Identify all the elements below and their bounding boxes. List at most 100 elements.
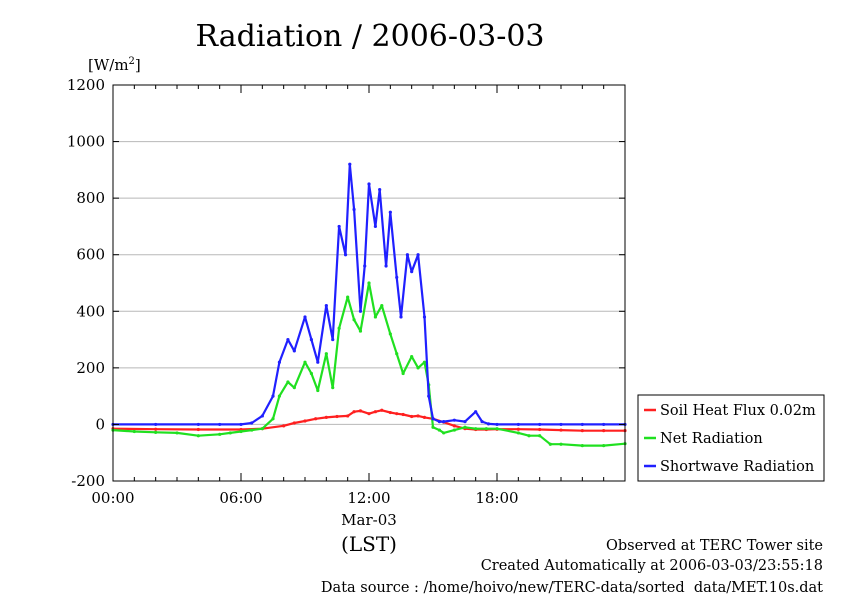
x-unit-label: (LST) [341, 532, 397, 556]
series-point [442, 431, 446, 435]
series-point [286, 337, 290, 342]
y-axis-unit-label: [W/m2] [88, 56, 141, 74]
series-point [309, 337, 313, 342]
series-point [324, 304, 328, 308]
y-tick-label: 800 [76, 189, 105, 207]
series-point [250, 428, 254, 432]
series-point [538, 434, 542, 438]
series-point [352, 318, 356, 322]
legend-label-0: Soil Heat Flux 0.02m [660, 403, 816, 419]
series-point [516, 427, 520, 431]
series-point [358, 329, 363, 333]
x-date-label: Mar-03 [341, 511, 397, 529]
series-point [416, 253, 420, 257]
legend-label-1: Net Radiation [660, 431, 763, 447]
series-point [580, 444, 584, 448]
series-point [260, 427, 264, 431]
series-point [452, 424, 456, 428]
series-point [218, 422, 222, 427]
series-point [559, 422, 563, 427]
series-point [416, 366, 420, 370]
series-point [602, 429, 606, 433]
series-point [416, 414, 420, 418]
series-point [405, 253, 409, 257]
series-point [239, 429, 243, 434]
series-point [277, 394, 281, 398]
series-point [516, 422, 520, 427]
series-point [352, 207, 356, 212]
series-point [335, 414, 339, 419]
series-point [292, 421, 296, 425]
series-point [314, 417, 318, 421]
series-point [260, 414, 264, 418]
series-point [384, 264, 388, 268]
series-point [388, 332, 392, 336]
series-point [380, 304, 384, 308]
series-point [348, 162, 352, 166]
series-point [196, 422, 200, 427]
series-point [431, 425, 435, 429]
series-point [538, 422, 542, 427]
series-point [175, 431, 179, 435]
series-point [271, 394, 275, 398]
y-tick-label: -200 [71, 472, 105, 490]
series-point [331, 337, 335, 342]
series-point [324, 352, 328, 356]
series-point [303, 419, 307, 423]
series-point [154, 422, 158, 427]
footer-observed: Observed at TERC Tower site [606, 538, 823, 554]
x-tick-label: 12:00 [347, 489, 390, 507]
legend-label-2: Shortwave Radiation [660, 459, 814, 475]
y-tick-label: 1000 [67, 133, 105, 151]
series-point [388, 210, 392, 214]
series-point [401, 371, 405, 376]
series-point [363, 264, 367, 268]
series-point [463, 420, 467, 424]
series-point [395, 412, 399, 416]
series-point [410, 414, 414, 419]
series-point [271, 417, 275, 421]
series-point [367, 182, 371, 186]
series-point [580, 429, 584, 433]
series-point [395, 275, 399, 279]
series-point [452, 428, 456, 432]
footer-source: Data source : /home/hoivo/new/TERC-data/… [321, 580, 823, 595]
series-point [395, 352, 399, 356]
series-point [218, 432, 222, 436]
series-point [559, 442, 563, 446]
series-lines [111, 162, 627, 448]
series-point [495, 422, 499, 427]
series-point [250, 421, 254, 425]
series-point [154, 430, 158, 434]
series-point [303, 360, 307, 364]
series-point [154, 427, 158, 431]
series-point [358, 309, 363, 313]
series-point [538, 427, 542, 432]
series-point [309, 371, 313, 376]
series-point [324, 415, 328, 419]
series-point [292, 349, 296, 353]
series-point [422, 415, 427, 419]
series-point [292, 386, 296, 390]
series-point [480, 420, 484, 424]
legend-box [637, 394, 825, 482]
series-point [422, 315, 427, 319]
series-point [580, 422, 584, 427]
series-point [303, 315, 307, 319]
series-point [388, 410, 392, 415]
series-point [337, 224, 341, 229]
x-tick-label: 06:00 [219, 489, 262, 507]
y-tick-label: 600 [76, 246, 105, 264]
series-point [431, 417, 435, 421]
series-point [427, 394, 431, 398]
chart-title: Radiation / 2006-03-03 [195, 19, 544, 54]
series-point [516, 431, 520, 435]
x-tick-label: 18:00 [475, 489, 518, 507]
series-point [277, 360, 281, 364]
series-point [367, 281, 371, 285]
series-point [452, 418, 456, 422]
series-point [316, 360, 320, 364]
series-point [352, 410, 356, 414]
series-point [228, 431, 232, 435]
